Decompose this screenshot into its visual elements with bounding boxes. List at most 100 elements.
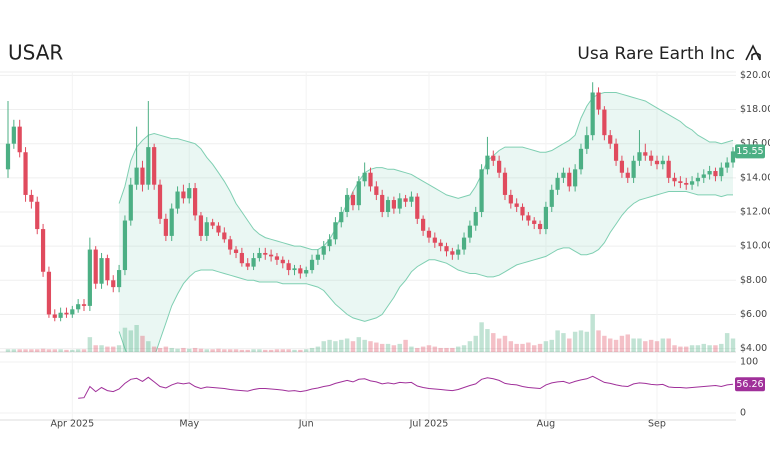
candle-body xyxy=(415,196,420,219)
volume-bar xyxy=(210,349,215,352)
x-tick-label: Jun xyxy=(298,419,314,430)
volume-bar xyxy=(567,338,572,352)
volume-bar xyxy=(157,347,163,352)
volume-bar xyxy=(695,345,701,352)
volume-bar xyxy=(450,347,455,352)
rsi-tag xyxy=(735,377,765,392)
volume-bar xyxy=(204,349,210,352)
candle-body xyxy=(356,181,361,206)
volume-bar xyxy=(578,330,584,352)
candle-body xyxy=(17,126,22,153)
candle-body xyxy=(380,194,385,212)
candle-body xyxy=(707,171,712,175)
volume-bar xyxy=(397,343,402,352)
volume-bar xyxy=(491,333,496,352)
candle-body xyxy=(409,196,414,202)
volume-bar xyxy=(549,339,554,352)
x-tick-label: Sep xyxy=(648,419,666,430)
bollinger-fill xyxy=(119,92,733,352)
volume-bar xyxy=(333,341,338,352)
volume-bar xyxy=(596,330,601,352)
candle-body xyxy=(649,155,654,161)
volume-bar xyxy=(227,349,233,352)
volume-bar xyxy=(257,349,262,352)
volume-bar xyxy=(520,343,525,352)
rsi-tick-label: 100 xyxy=(740,357,758,368)
volume-bar xyxy=(666,338,671,352)
volume-bar xyxy=(175,348,180,352)
volume-bar xyxy=(251,349,256,352)
volume-bar xyxy=(52,349,57,352)
volume-bar xyxy=(719,343,724,352)
candle-body xyxy=(573,169,578,187)
volume-bar xyxy=(58,349,63,352)
candle-body xyxy=(93,249,98,284)
candle-body xyxy=(461,237,467,250)
candle-body xyxy=(233,249,239,253)
candle-body xyxy=(87,249,92,306)
candle-body xyxy=(450,251,455,255)
volume-bar xyxy=(467,341,473,352)
volume-bar xyxy=(122,327,128,352)
volume-bar xyxy=(216,348,221,352)
volume-bar xyxy=(70,349,75,352)
candle-body xyxy=(502,172,508,195)
volume-bar xyxy=(572,331,578,352)
volume-bar xyxy=(689,345,695,352)
volume-bar xyxy=(584,331,590,352)
candle-body xyxy=(537,223,543,230)
candle-body xyxy=(11,126,16,144)
candle-body xyxy=(456,249,461,255)
candle-body xyxy=(549,189,554,207)
candle-body xyxy=(497,160,502,173)
candle-body xyxy=(175,191,180,209)
volume-bar xyxy=(590,314,595,352)
volume-bar xyxy=(543,341,549,352)
candle-body xyxy=(321,246,326,255)
volume-bar xyxy=(730,338,736,352)
rsi-line xyxy=(78,375,734,399)
price-tag xyxy=(735,144,765,159)
y-tick-label: $16.00 xyxy=(740,138,770,149)
price-tag-label: 15.55 xyxy=(736,146,763,157)
price-panel xyxy=(5,82,736,352)
candle-body xyxy=(608,135,613,144)
candle-body xyxy=(514,203,519,207)
candle-body xyxy=(263,252,268,255)
volume-bar xyxy=(514,343,519,352)
candle-body xyxy=(385,200,391,212)
volume-bar xyxy=(678,346,683,352)
candle-body xyxy=(526,215,531,221)
candle-body xyxy=(672,177,677,182)
volume-bar xyxy=(496,338,502,352)
volume-bar xyxy=(169,347,174,352)
candle-body xyxy=(333,222,338,240)
candle-body xyxy=(152,147,157,185)
candle-body xyxy=(678,181,683,183)
volume-bar xyxy=(374,342,379,352)
x-tick-label: Aug xyxy=(537,419,556,430)
candle-body xyxy=(64,312,69,315)
volume-bar xyxy=(613,339,619,352)
candle-body xyxy=(327,239,332,247)
candle-body xyxy=(198,215,204,236)
volume-bar xyxy=(555,330,560,352)
volume-bar xyxy=(116,345,122,352)
candle-body xyxy=(269,254,274,257)
candle-body xyxy=(116,270,122,288)
volume-bar xyxy=(81,349,87,352)
candle-body xyxy=(391,200,396,209)
volume-bar xyxy=(438,347,443,352)
volume-bar xyxy=(105,346,110,352)
volume-bar xyxy=(415,347,420,352)
y-tick-label: $14.00 xyxy=(740,172,770,183)
candle-body xyxy=(643,152,648,156)
volume-bar xyxy=(286,349,291,352)
candle-body xyxy=(397,198,402,209)
volume-bar xyxy=(473,335,478,352)
volume-bar xyxy=(192,347,198,352)
volume-bar xyxy=(245,349,250,352)
volume-bar xyxy=(29,349,34,352)
candle-body xyxy=(187,188,192,199)
rsi-panel xyxy=(78,375,734,399)
